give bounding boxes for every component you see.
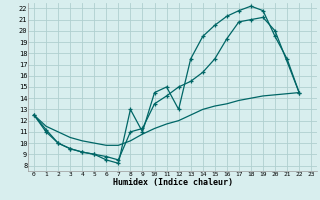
- X-axis label: Humidex (Indice chaleur): Humidex (Indice chaleur): [113, 178, 233, 187]
